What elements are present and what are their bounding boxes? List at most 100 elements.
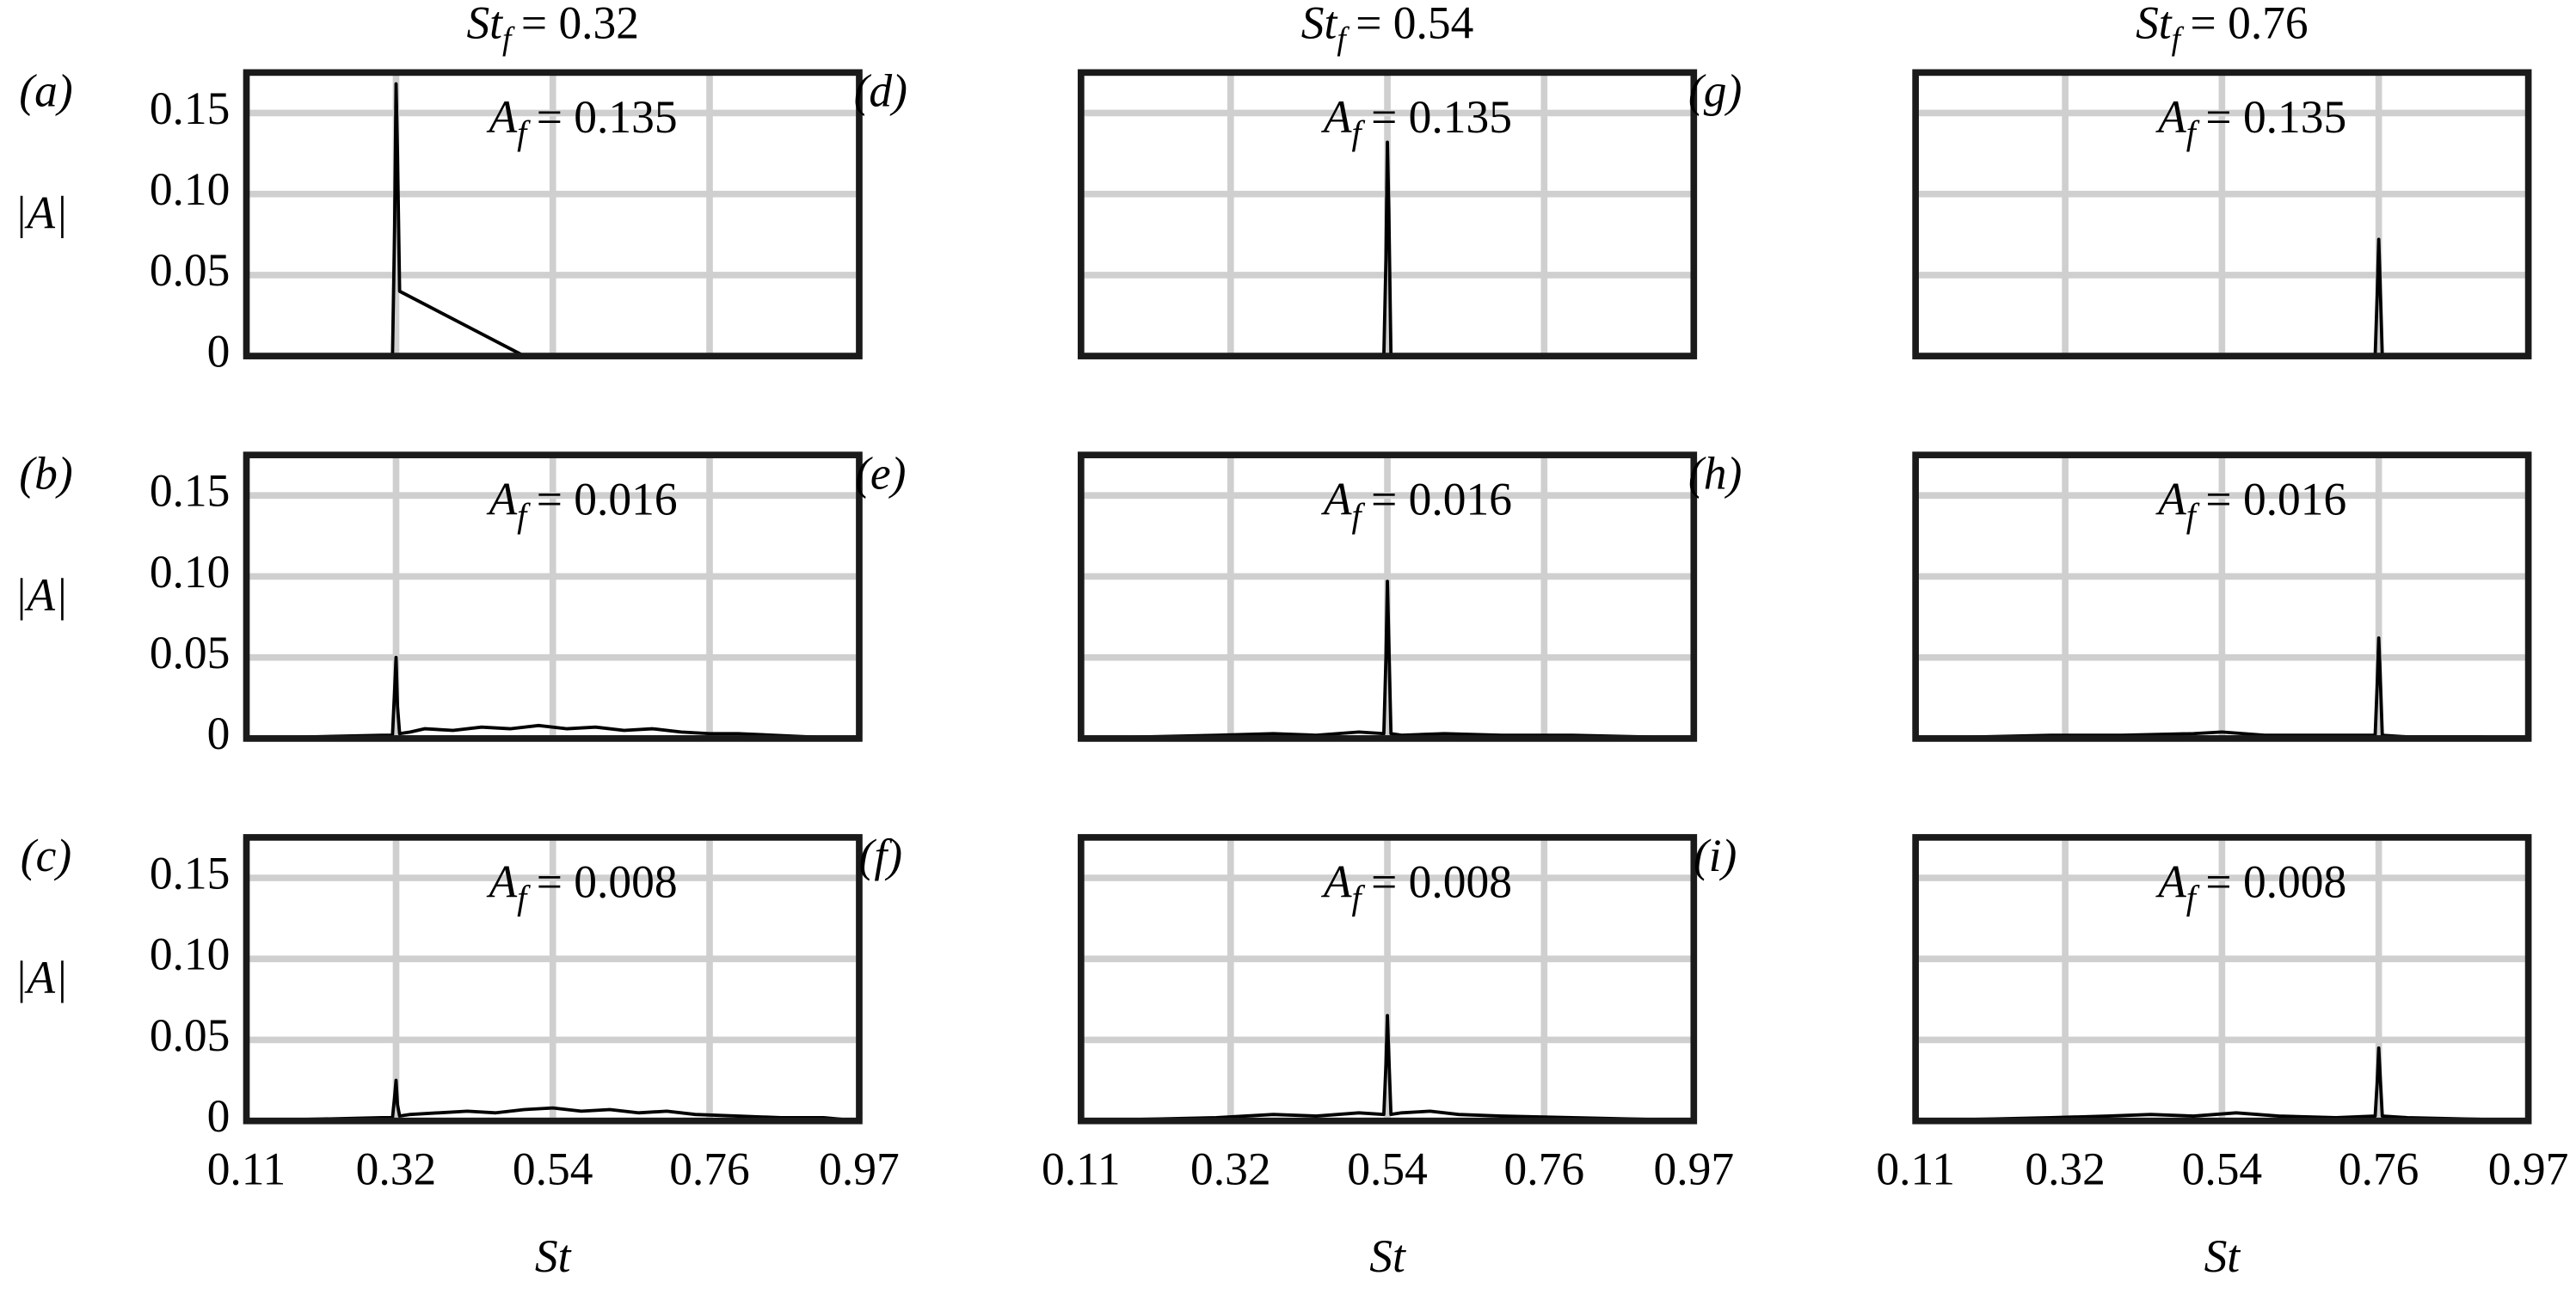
y-tick-label: 0.10 xyxy=(150,928,231,979)
annotation-sub: f xyxy=(2186,879,2200,917)
panel-label: (g) xyxy=(1688,64,1742,116)
x-tick-label: 0.97 xyxy=(819,1143,900,1194)
x-axis-label: St xyxy=(2204,1230,2241,1282)
panel-label: (e) xyxy=(855,447,906,499)
axes-frame xyxy=(1912,451,2532,742)
y-axis-label: |A| xyxy=(15,952,68,1003)
axes-frame xyxy=(243,451,863,742)
axes-frame xyxy=(1912,834,2532,1125)
x-tick-label: 0.76 xyxy=(669,1143,750,1194)
column-title: Stf = 0.54 xyxy=(1301,0,1474,57)
column-title: Stf = 0.32 xyxy=(466,0,639,57)
annotation-sub: f xyxy=(2186,496,2200,535)
annotation-base: A xyxy=(1321,856,1352,908)
y-tick-label: 0.05 xyxy=(150,244,231,296)
spectrum-line xyxy=(246,655,860,740)
y-tick-label: 0.15 xyxy=(150,83,231,134)
annotation: Af = 0.008 xyxy=(2155,856,2346,917)
axes-frame xyxy=(243,69,863,359)
y-tick-label: 0.05 xyxy=(150,627,231,678)
column-title: Stf = 0.76 xyxy=(2136,0,2309,57)
annotation-rest: = 0.135 xyxy=(1371,91,1512,143)
annotation-base: A xyxy=(2155,91,2186,143)
annotation-rest: = 0.016 xyxy=(2205,474,2346,525)
column-title-sub: f xyxy=(2172,21,2185,57)
spectrum-line xyxy=(1080,1014,1694,1123)
panel-label: (i) xyxy=(1694,830,1737,881)
y-tick-label: 0 xyxy=(207,1090,231,1142)
annotation-sub: f xyxy=(517,496,531,535)
annotation-base: A xyxy=(1321,474,1352,525)
annotation-rest: = 0.008 xyxy=(1371,856,1512,908)
annotation-base: A xyxy=(2155,856,2186,908)
y-axis-label: |A| xyxy=(15,187,68,238)
x-tick-label: 0.32 xyxy=(356,1143,437,1194)
x-tick-label: 0.54 xyxy=(1347,1143,1428,1194)
x-tick-label: 0.54 xyxy=(513,1143,593,1194)
annotation-base: A xyxy=(487,474,518,525)
y-tick-label: 0.15 xyxy=(150,847,231,898)
y-tick-label: 0.05 xyxy=(150,1009,231,1061)
annotation: Af = 0.008 xyxy=(487,856,678,917)
column-title-base: St xyxy=(466,0,503,49)
column-title-rest: = 0.54 xyxy=(1356,0,1473,49)
column-title-sub: f xyxy=(502,21,515,57)
annotation: Af = 0.016 xyxy=(2155,474,2346,535)
annotation-sub: f xyxy=(517,879,531,917)
axes-frame xyxy=(1078,834,1698,1125)
y-tick-label: 0.10 xyxy=(150,546,231,598)
axes-frame xyxy=(1078,69,1698,359)
y-tick-label: 0.15 xyxy=(150,464,231,516)
x-tick-label: 0.11 xyxy=(1042,1143,1121,1194)
annotation-rest: = 0.016 xyxy=(1371,474,1512,525)
panel-label: (a) xyxy=(19,64,72,116)
annotation-rest: = 0.135 xyxy=(537,91,678,143)
y-tick-label: 0 xyxy=(207,325,231,377)
annotation-rest: = 0.008 xyxy=(537,856,678,908)
annotation: Af = 0.135 xyxy=(487,91,678,152)
annotation-rest: = 0.135 xyxy=(2205,91,2346,143)
axes-frame xyxy=(1078,451,1698,742)
annotation: Af = 0.135 xyxy=(1321,91,1512,152)
x-tick-label: 0.76 xyxy=(1504,1143,1585,1194)
annotation-rest: = 0.016 xyxy=(537,474,678,525)
annotation-rest: = 0.008 xyxy=(2205,856,2346,908)
column-title-rest: = 0.32 xyxy=(521,0,639,49)
panel-label: (h) xyxy=(1688,447,1742,499)
y-tick-label: 0.10 xyxy=(150,163,231,215)
annotation: Af = 0.016 xyxy=(1321,474,1512,535)
y-tick-label: 0 xyxy=(207,708,231,759)
annotation-base: A xyxy=(2155,474,2186,525)
column-title-base: St xyxy=(2136,0,2173,49)
panel-label: (b) xyxy=(19,447,72,499)
annotation-sub: f xyxy=(1351,496,1365,535)
y-axis-label: |A| xyxy=(15,569,68,621)
column-title-base: St xyxy=(1301,0,1338,49)
x-tick-label: 0.76 xyxy=(2339,1143,2419,1194)
annotation: Af = 0.008 xyxy=(1321,856,1512,917)
annotation: Af = 0.016 xyxy=(487,474,678,535)
panel-label: (f) xyxy=(859,830,902,881)
x-tick-label: 0.11 xyxy=(207,1143,286,1194)
axes-frame xyxy=(243,834,863,1125)
annotation-sub: f xyxy=(1351,879,1365,917)
column-title-rest: = 0.76 xyxy=(2191,0,2309,49)
panel-label: (c) xyxy=(21,830,71,881)
annotation-base: A xyxy=(1321,91,1352,143)
x-tick-label: 0.11 xyxy=(1876,1143,1955,1194)
annotation-sub: f xyxy=(2186,113,2200,152)
column-title-sub: f xyxy=(1337,21,1349,57)
annotation-sub: f xyxy=(517,113,531,152)
annotation-base: A xyxy=(487,856,518,908)
annotation: Af = 0.135 xyxy=(2155,91,2346,152)
x-axis-label: St xyxy=(535,1230,572,1282)
axes-frame xyxy=(1912,69,2532,359)
x-tick-label: 0.97 xyxy=(1653,1143,1734,1194)
x-axis-label: St xyxy=(1369,1230,1406,1282)
x-tick-label: 0.32 xyxy=(2025,1143,2106,1194)
annotation-sub: f xyxy=(1351,113,1365,152)
annotation-base: A xyxy=(487,91,518,143)
x-tick-label: 0.54 xyxy=(2182,1143,2263,1194)
